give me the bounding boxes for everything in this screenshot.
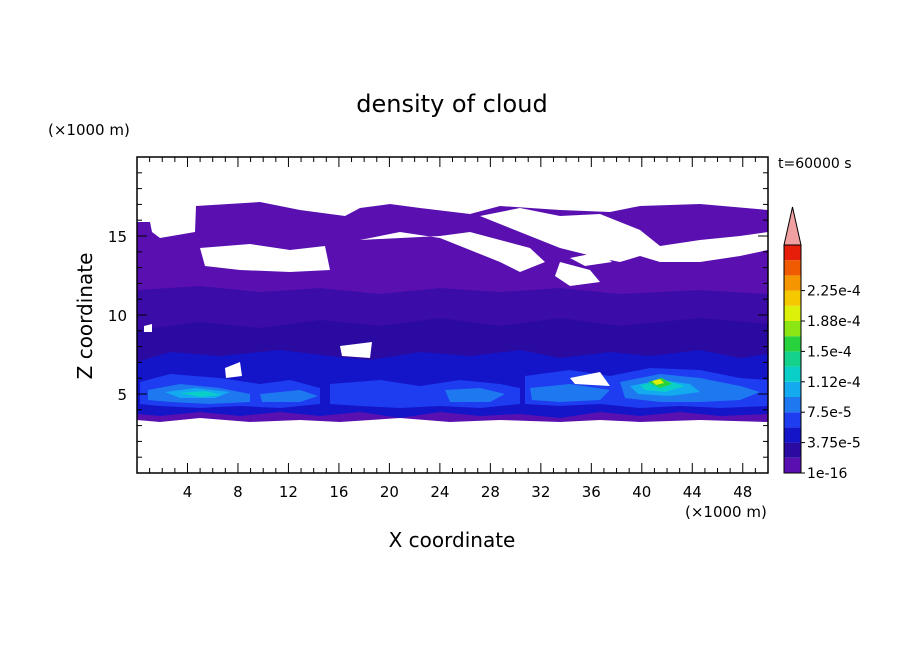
x-tick-label: 40: [632, 483, 651, 501]
y-axis-label: Z coordinate: [73, 253, 97, 380]
field-clear-patches: [144, 208, 768, 386]
colorbar-label: 3.75e-5: [807, 436, 861, 452]
field-layer-2: [137, 286, 768, 330]
colorbar-swatch: [784, 381, 801, 397]
colorbar-swatch: [784, 427, 801, 443]
density-field: [137, 202, 768, 422]
y-tick-label: 5: [117, 386, 127, 404]
x-tick-label: 36: [582, 483, 601, 501]
x-tick-label: 48: [733, 483, 752, 501]
x-unit-label: (×1000 m): [685, 503, 767, 521]
colorbar-label: 1.12e-4: [807, 375, 861, 391]
colorbar-extend-arrow: [783, 206, 802, 246]
colorbar-swatch: [784, 351, 801, 367]
colorbar-label: 1e-16: [807, 466, 847, 482]
x-tick-label: 12: [279, 483, 298, 501]
colorbar-swatch: [784, 442, 801, 458]
colorbar-swatch: [784, 305, 801, 321]
colorbar-frame: [783, 244, 802, 474]
x-tick-label: 16: [329, 483, 348, 501]
x-tick-label: 20: [380, 483, 399, 501]
x-tick-label: 44: [683, 483, 702, 501]
time-label: t=60000 s: [778, 156, 852, 172]
x-tick-label: 32: [531, 483, 550, 501]
colorbar-swatch: [784, 275, 801, 291]
x-tick-label: 8: [233, 483, 243, 501]
colorbar-swatch: [784, 290, 801, 306]
field-layer-10: [652, 379, 664, 385]
colorbar-label: 1.5e-4: [807, 344, 852, 360]
colorbar-swatch: [784, 321, 801, 337]
colorbar-swatch: [784, 336, 801, 352]
colorbar-label: 2.25e-4: [807, 284, 861, 300]
colorbar-label: 1.88e-4: [807, 314, 861, 330]
colorbar-swatch: [784, 457, 801, 473]
colorbar-label: 7.5e-5: [807, 405, 852, 421]
colorbar-swatch: [784, 397, 801, 413]
field-layer-6: [148, 374, 760, 404]
colorbar-swatch: [784, 260, 801, 276]
y-unit-label: (×1000 m): [48, 121, 130, 139]
y-tick-label: 15: [108, 228, 127, 246]
field-layer-7: [165, 380, 700, 398]
x-tick-label: 28: [481, 483, 500, 501]
colorbar-swatch: [784, 245, 801, 261]
x-tick-label: 24: [430, 483, 449, 501]
colorbar-swatch: [784, 366, 801, 382]
colorbar: 1e-16 3.75e-5 7.5e-5 1.12e-4 1.5e-4 1.88e-4 2.…: [783, 206, 861, 482]
y-ticks: 5 10 15: [108, 172, 768, 458]
colorbar-swatch: [784, 412, 801, 428]
x-ticks: 4 8 12 16 20 24 28 32 36 40 44 48: [149, 157, 756, 501]
y-tick-label: 10: [108, 307, 127, 325]
x-tick-label: 4: [183, 483, 193, 501]
x-axis-label: X coordinate: [389, 528, 516, 552]
chart-title: density of cloud: [356, 90, 547, 118]
